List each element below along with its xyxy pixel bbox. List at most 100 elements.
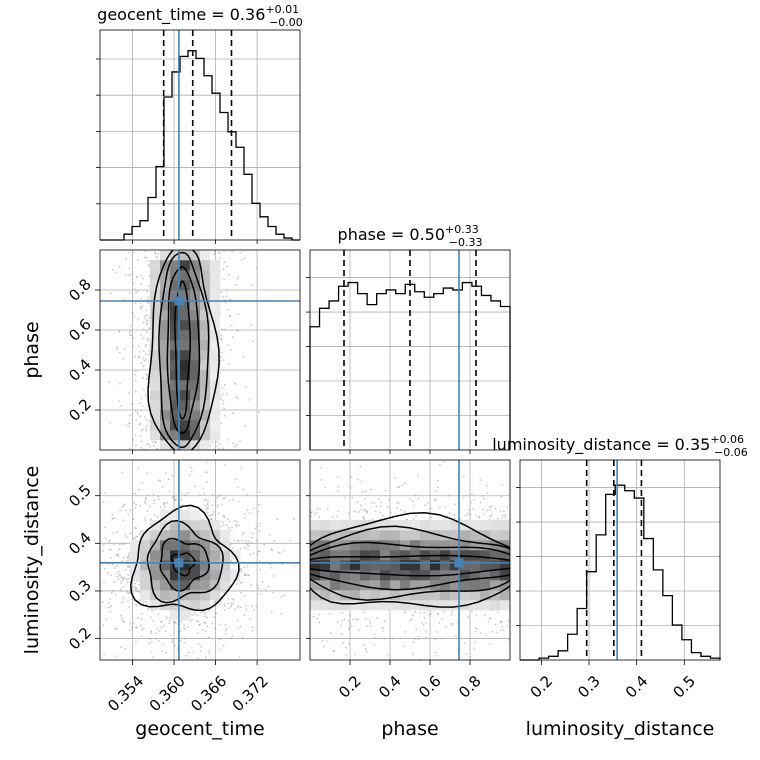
density-bin <box>380 540 391 551</box>
sample-point <box>336 621 339 624</box>
sample-point <box>216 504 219 506</box>
sample-point <box>131 438 134 441</box>
density-bin <box>190 440 201 450</box>
sample-point <box>227 363 230 366</box>
density-bin <box>180 530 191 541</box>
sample-point <box>205 504 207 507</box>
sample-point <box>152 441 154 444</box>
sample-point <box>239 625 242 628</box>
sample-point <box>365 618 368 620</box>
sample-point <box>136 411 139 414</box>
sample-point <box>235 520 238 523</box>
sample-point <box>223 515 226 518</box>
sample-point <box>251 629 254 632</box>
sample-point <box>135 641 137 644</box>
density-bin <box>370 530 381 541</box>
sample-point <box>337 510 340 513</box>
density-bin <box>170 520 181 531</box>
sample-point <box>157 663 159 665</box>
sample-point <box>127 425 130 428</box>
density-bin <box>140 560 151 571</box>
sample-point <box>419 611 421 614</box>
sample-point <box>234 478 237 481</box>
density-bin <box>160 550 171 561</box>
density-bin <box>200 540 211 551</box>
density-bin <box>320 570 331 581</box>
sample-point <box>171 640 174 643</box>
sample-point <box>132 344 135 347</box>
sample-point <box>162 625 165 627</box>
sample-point <box>251 626 253 629</box>
density-bin <box>220 570 231 581</box>
density-bin <box>500 560 510 571</box>
sample-point <box>155 447 158 450</box>
sample-point <box>118 351 121 354</box>
sample-point <box>409 619 411 622</box>
sample-point <box>134 444 137 447</box>
sample-point <box>165 471 167 474</box>
sample-point <box>435 490 438 493</box>
sample-point <box>118 330 121 333</box>
sample-point <box>145 498 147 501</box>
density-bin <box>140 590 151 601</box>
density-bin <box>190 280 201 291</box>
sample-point <box>310 511 313 513</box>
sample-point <box>429 507 432 510</box>
sample-point <box>414 638 417 640</box>
density-bin <box>310 530 321 541</box>
sample-point <box>207 500 210 502</box>
sample-point <box>216 506 219 509</box>
xtick-label-luminosity_distance-0: 0.2 <box>527 672 557 702</box>
sample-point <box>139 302 142 305</box>
sample-point <box>58 643 60 645</box>
density-bin <box>370 550 381 561</box>
sample-point <box>136 535 139 538</box>
sample-point <box>469 513 472 516</box>
sample-point <box>245 539 247 542</box>
sample-point <box>318 621 321 624</box>
density-bin <box>190 550 201 561</box>
sample-point <box>244 542 247 545</box>
sample-point <box>131 598 134 601</box>
panel-title-plus-luminosity_distance: +0.06 <box>710 433 744 446</box>
density-bin <box>370 560 381 571</box>
sample-point <box>223 496 226 499</box>
density-bin <box>460 580 471 591</box>
sample-point <box>425 636 428 639</box>
density-bin <box>180 350 191 361</box>
sample-point <box>127 592 130 595</box>
density-bin <box>370 580 381 591</box>
sample-point <box>216 445 219 448</box>
panel-title-luminosity_distance: luminosity_distance = 0.35+0.06 −0.06 <box>492 433 748 459</box>
sample-point <box>245 604 247 607</box>
sample-point <box>339 624 342 627</box>
sample-point <box>155 627 158 630</box>
sample-point <box>237 539 240 542</box>
sample-point <box>454 635 457 638</box>
sample-point <box>320 478 323 481</box>
sample-point <box>268 534 271 536</box>
density-bin <box>190 600 201 611</box>
density-bin <box>460 590 471 601</box>
sample-point <box>137 467 140 470</box>
sample-point <box>126 591 129 593</box>
density-luminosity_distance-vs-phase <box>310 460 510 660</box>
density-bin <box>220 550 231 561</box>
density-bin <box>380 520 391 531</box>
density-bin <box>150 330 161 341</box>
sample-point <box>143 359 146 362</box>
sample-point <box>222 393 225 396</box>
density-bin <box>150 310 161 321</box>
sample-point <box>483 613 486 616</box>
sample-point <box>464 514 467 517</box>
sample-point <box>145 343 148 346</box>
sample-point <box>227 602 230 605</box>
density-bin <box>200 310 211 321</box>
sample-point <box>415 628 418 631</box>
density-bin <box>180 510 191 521</box>
sample-point <box>226 289 228 292</box>
sample-point <box>357 618 360 621</box>
sample-point <box>132 282 135 285</box>
sample-point <box>508 638 510 641</box>
sample-point <box>454 517 456 519</box>
